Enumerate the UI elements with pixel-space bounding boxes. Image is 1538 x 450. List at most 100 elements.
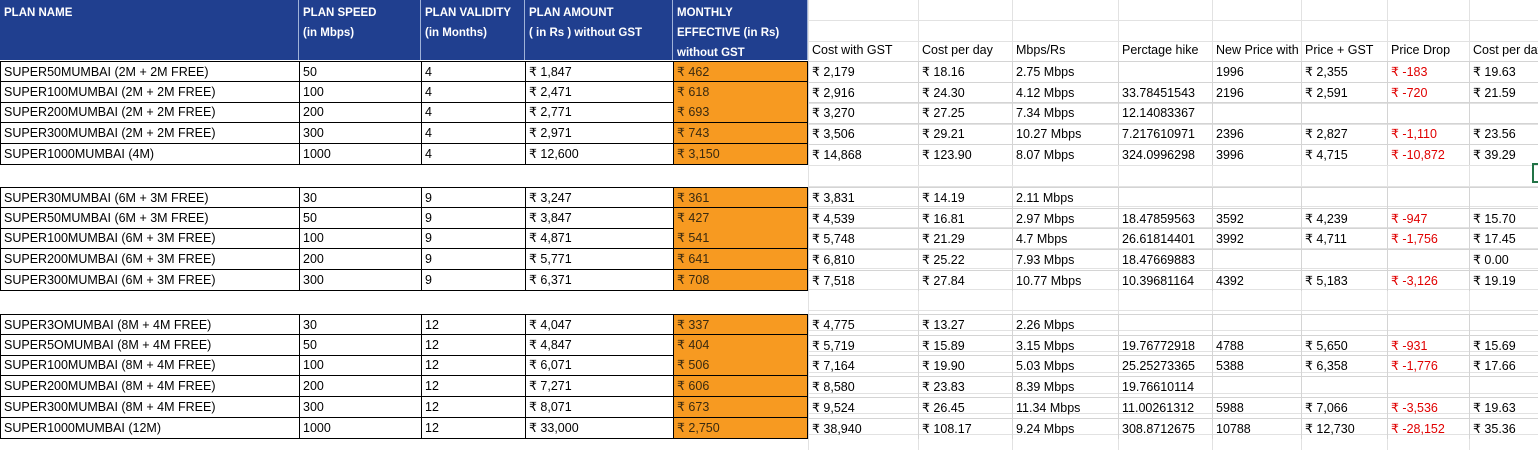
- table-row[interactable]: SUPER50MUMBAI (6M + 3M FREE) 50 9 ₹ 3,847 ₹ …: [0, 208, 1538, 229]
- cell-hike[interactable]: 26.61814401: [1118, 228, 1212, 249]
- cell-monthly[interactable]: ₹ 708: [673, 270, 808, 291]
- cell-amount[interactable]: ₹ 7,271: [525, 376, 673, 397]
- cell-pricegst[interactable]: [1301, 314, 1387, 335]
- cell-validity[interactable]: 12: [421, 397, 525, 418]
- cell-perday2[interactable]: [1469, 376, 1538, 397]
- cell-pricegst[interactable]: [1301, 102, 1387, 123]
- table-row[interactable]: SUPER200MUMBAI (2M + 2M FREE) 200 4 ₹ 2,771…: [0, 102, 1538, 123]
- cell-drop[interactable]: ₹ -183: [1387, 61, 1469, 82]
- column-header-plan-validity[interactable]: PLAN VALIDITY (in Months): [421, 0, 525, 60]
- cell-newprice[interactable]: 1996: [1212, 61, 1301, 82]
- cell-hike[interactable]: 7.217610971: [1118, 123, 1212, 144]
- cell-speed[interactable]: 200: [299, 102, 421, 123]
- cell-name[interactable]: SUPER300MUMBAI (6M + 3M FREE): [0, 270, 299, 291]
- cell-drop[interactable]: [1387, 249, 1469, 270]
- cell-pricegst[interactable]: ₹ 5,183: [1301, 270, 1387, 291]
- cell-name[interactable]: SUPER200MUMBAI (8M + 4M FREE): [0, 376, 299, 397]
- cell-monthly[interactable]: ₹ 427: [673, 208, 808, 229]
- cell-speed[interactable]: 30: [299, 314, 421, 335]
- cell-mbps[interactable]: 2.26 Mbps: [1012, 314, 1118, 335]
- cell-perday[interactable]: ₹ 21.29: [918, 228, 1012, 249]
- cell-perday2[interactable]: ₹ 15.69: [1469, 335, 1538, 356]
- cell-amount[interactable]: ₹ 4,047: [525, 314, 673, 335]
- column-header-monthly-effective[interactable]: MONTHLY EFFECTIVE (in Rs) without GST: [673, 0, 808, 60]
- cell-gst[interactable]: ₹ 38,940: [808, 418, 918, 439]
- cell-mbps[interactable]: 5.03 Mbps: [1012, 355, 1118, 376]
- cell-validity[interactable]: 9: [421, 270, 525, 291]
- cell-speed[interactable]: 300: [299, 397, 421, 418]
- cell-speed[interactable]: 50: [299, 335, 421, 356]
- cell-monthly[interactable]: ₹ 2,750: [673, 418, 808, 439]
- cell-hike[interactable]: [1118, 314, 1212, 335]
- cell-speed[interactable]: 100: [299, 228, 421, 249]
- cell-mbps[interactable]: 10.77 Mbps: [1012, 270, 1118, 291]
- cell-perday[interactable]: ₹ 15.89: [918, 335, 1012, 356]
- table-row[interactable]: SUPER200MUMBAI (6M + 3M FREE) 200 9 ₹ 5,771…: [0, 249, 1538, 270]
- cell-validity[interactable]: 12: [421, 418, 525, 439]
- cell-perday[interactable]: ₹ 26.45: [918, 397, 1012, 418]
- cell-monthly[interactable]: ₹ 404: [673, 335, 808, 356]
- cell-perday2[interactable]: ₹ 19.19: [1469, 270, 1538, 291]
- cell-drop[interactable]: ₹ -10,872: [1387, 144, 1469, 165]
- column-header-new-price[interactable]: New Price with GST: [1216, 43, 1301, 57]
- cell-hike[interactable]: 308.8712675: [1118, 418, 1212, 439]
- table-row[interactable]: SUPER100MUMBAI (6M + 3M FREE) 100 9 ₹ 4,871…: [0, 228, 1538, 249]
- table-row[interactable]: SUPER300MUMBAI (6M + 3M FREE) 300 9 ₹ 6,371…: [0, 270, 1538, 291]
- cell-drop[interactable]: [1387, 187, 1469, 208]
- cell-amount[interactable]: ₹ 8,071: [525, 397, 673, 418]
- cell-drop[interactable]: ₹ -931: [1387, 335, 1469, 356]
- cell-speed[interactable]: 100: [299, 355, 421, 376]
- column-header-percentage-hike[interactable]: Perctage hike: [1122, 43, 1199, 57]
- cell-name[interactable]: SUPER300MUMBAI (8M + 4M FREE): [0, 397, 299, 418]
- cell-amount[interactable]: ₹ 4,847: [525, 335, 673, 356]
- cell-speed[interactable]: 300: [299, 123, 421, 144]
- cell-name[interactable]: SUPER100MUMBAI (2M + 2M FREE): [0, 82, 299, 103]
- cell-mbps[interactable]: 4.12 Mbps: [1012, 82, 1118, 103]
- cell-perday[interactable]: ₹ 19.90: [918, 355, 1012, 376]
- cell-hike[interactable]: 12.14083367: [1118, 102, 1212, 123]
- cell-perday[interactable]: ₹ 16.81: [918, 208, 1012, 229]
- cell-amount[interactable]: ₹ 6,371: [525, 270, 673, 291]
- cell-drop[interactable]: ₹ -3,536: [1387, 397, 1469, 418]
- column-header-plan-speed[interactable]: PLAN SPEED (in Mbps): [299, 0, 421, 60]
- cell-pricegst[interactable]: ₹ 2,827: [1301, 123, 1387, 144]
- cell-hike[interactable]: 18.47859563: [1118, 208, 1212, 229]
- cell-gst[interactable]: ₹ 2,916: [808, 82, 918, 103]
- cell-perday2[interactable]: ₹ 39.29: [1469, 144, 1538, 165]
- cell-perday[interactable]: ₹ 14.19: [918, 187, 1012, 208]
- cell-mbps[interactable]: 2.11 Mbps: [1012, 187, 1118, 208]
- cell-mbps[interactable]: 7.34 Mbps: [1012, 102, 1118, 123]
- cell-newprice[interactable]: 10788: [1212, 418, 1301, 439]
- cell-hike[interactable]: 324.0996298: [1118, 144, 1212, 165]
- cell-mbps[interactable]: 9.24 Mbps: [1012, 418, 1118, 439]
- cell-amount[interactable]: ₹ 12,600: [525, 144, 673, 165]
- cell-gst[interactable]: ₹ 3,831: [808, 187, 918, 208]
- cell-monthly[interactable]: ₹ 606: [673, 376, 808, 397]
- cell-gst[interactable]: ₹ 14,868: [808, 144, 918, 165]
- cell-newprice[interactable]: [1212, 249, 1301, 270]
- cell-speed[interactable]: 200: [299, 376, 421, 397]
- cell-drop[interactable]: ₹ -28,152: [1387, 418, 1469, 439]
- cell-perday[interactable]: ₹ 123.90: [918, 144, 1012, 165]
- cell-drop[interactable]: ₹ -1,776: [1387, 355, 1469, 376]
- cell-newprice[interactable]: 3992: [1212, 228, 1301, 249]
- cell-perday[interactable]: ₹ 27.25: [918, 102, 1012, 123]
- cell-gst[interactable]: ₹ 9,524: [808, 397, 918, 418]
- cell-amount[interactable]: ₹ 33,000: [525, 418, 673, 439]
- cell-monthly[interactable]: ₹ 618: [673, 82, 808, 103]
- cell-gst[interactable]: ₹ 6,810: [808, 249, 918, 270]
- cell-amount[interactable]: ₹ 3,847: [525, 208, 673, 229]
- cell-newprice[interactable]: [1212, 376, 1301, 397]
- cell-pricegst[interactable]: [1301, 249, 1387, 270]
- cell-newprice[interactable]: 4788: [1212, 335, 1301, 356]
- cell-perday2[interactable]: ₹ 19.63: [1469, 397, 1538, 418]
- table-row[interactable]: SUPER30MUMBAI (6M + 3M FREE) 30 9 ₹ 3,247 ₹ …: [0, 187, 1538, 208]
- cell-amount[interactable]: ₹ 4,871: [525, 228, 673, 249]
- column-header-cost-with-gst[interactable]: Cost with GST: [812, 43, 893, 57]
- cell-name[interactable]: SUPER50MUMBAI (6M + 3M FREE): [0, 208, 299, 229]
- cell-speed[interactable]: 200: [299, 249, 421, 270]
- cell-amount[interactable]: ₹ 1,847: [525, 61, 673, 82]
- cell-validity[interactable]: 4: [421, 123, 525, 144]
- cell-pricegst[interactable]: ₹ 2,355: [1301, 61, 1387, 82]
- cell-newprice[interactable]: 3996: [1212, 144, 1301, 165]
